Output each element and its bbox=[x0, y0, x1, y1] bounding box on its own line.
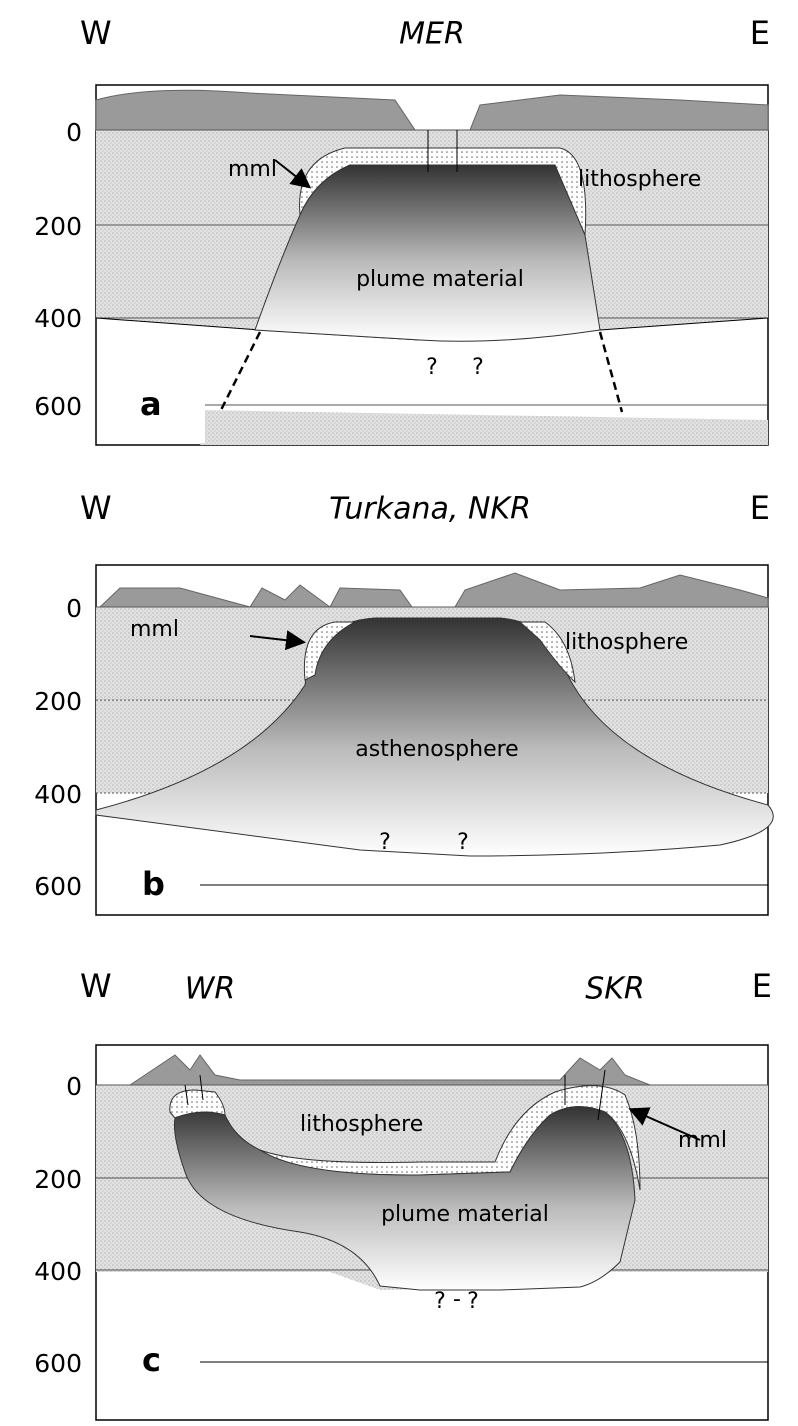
unknown-mark: ? bbox=[379, 830, 391, 855]
panel-b bbox=[95, 564, 774, 916]
depth-label: 600 bbox=[34, 392, 82, 421]
arrow bbox=[249, 630, 306, 651]
mml-label: mml bbox=[678, 1128, 727, 1153]
lithosphere-label: lithosphere bbox=[565, 630, 688, 655]
dashed-edge bbox=[218, 331, 262, 413]
panel-letter: b bbox=[142, 865, 165, 903]
east-label: E bbox=[750, 14, 770, 52]
fault bbox=[597, 1069, 606, 1121]
west-label: W bbox=[80, 967, 112, 1005]
body-label: plume material bbox=[356, 267, 524, 292]
panel-a bbox=[95, 84, 769, 446]
depth-label: 400 bbox=[34, 780, 82, 809]
panel-c bbox=[95, 1044, 769, 1421]
panel-letter: c bbox=[142, 1341, 161, 1379]
unknown-mark: ? bbox=[434, 1289, 446, 1314]
asthenosphere bbox=[95, 617, 774, 857]
unknown-mark: - bbox=[453, 1287, 461, 1312]
depth-label: 0 bbox=[66, 1072, 82, 1101]
east-label: E bbox=[750, 489, 770, 527]
unknown-mark: ? bbox=[457, 830, 469, 855]
unknown-mark: ? bbox=[426, 355, 438, 380]
mml-layer bbox=[518, 621, 576, 684]
plume bbox=[254, 164, 601, 342]
depth-label: 0 bbox=[66, 118, 82, 147]
body-label: plume material bbox=[381, 1202, 549, 1227]
arrow bbox=[274, 159, 312, 189]
mml-label: mml bbox=[130, 617, 179, 642]
topography bbox=[95, 89, 769, 131]
panel-title: MER bbox=[399, 17, 465, 52]
unknown-mark: ? bbox=[472, 355, 484, 380]
body-label: asthenosphere bbox=[355, 737, 518, 762]
fault bbox=[199, 1074, 204, 1101]
panel-letter: a bbox=[140, 385, 162, 423]
lithosphere-label: lithosphere bbox=[578, 167, 701, 192]
dashed-edge bbox=[598, 331, 624, 413]
mml-label: mml bbox=[228, 157, 277, 182]
panel-title: SKR bbox=[585, 972, 645, 1007]
lithosphere-label: lithosphere bbox=[300, 1112, 423, 1137]
panel-title: WR bbox=[185, 972, 236, 1007]
depth-label: 200 bbox=[34, 212, 82, 241]
depth-label: 0 bbox=[66, 594, 82, 623]
east-label: E bbox=[752, 967, 772, 1005]
lower-layer bbox=[200, 410, 768, 445]
letter-box bbox=[100, 385, 205, 443]
fault bbox=[184, 1084, 189, 1106]
panel-title: Turkana, NKR bbox=[329, 492, 531, 527]
mml-layer bbox=[303, 621, 356, 681]
west-label: W bbox=[80, 489, 112, 527]
depth-label: 600 bbox=[34, 872, 82, 901]
topography bbox=[128, 1054, 651, 1086]
depth-label: 400 bbox=[34, 304, 82, 333]
plume bbox=[174, 1106, 636, 1291]
depth-label: 600 bbox=[34, 1349, 82, 1378]
arrow bbox=[628, 1107, 701, 1141]
depth-label: 400 bbox=[34, 1257, 82, 1286]
unknown-mark: ? bbox=[467, 1289, 479, 1314]
depth-label: 200 bbox=[34, 1165, 82, 1194]
depth-label: 200 bbox=[34, 687, 82, 716]
west-label: W bbox=[80, 14, 112, 52]
